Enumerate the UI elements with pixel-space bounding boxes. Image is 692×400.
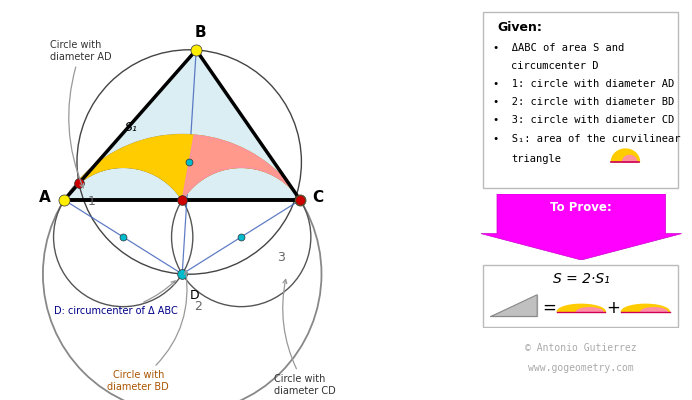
Polygon shape: [557, 304, 606, 312]
Polygon shape: [491, 295, 537, 316]
Text: =: =: [543, 298, 556, 316]
Polygon shape: [621, 304, 670, 312]
Text: •  ΔABC of area S and: • ΔABC of area S and: [493, 42, 624, 52]
Polygon shape: [611, 149, 639, 162]
Text: +: +: [606, 298, 620, 316]
Polygon shape: [576, 308, 603, 312]
Polygon shape: [623, 156, 637, 162]
Text: Circle with
diameter AD: Circle with diameter AD: [51, 40, 112, 188]
Text: 1: 1: [87, 195, 95, 208]
Text: B: B: [194, 25, 206, 40]
Text: To Prove:: To Prove:: [550, 201, 612, 214]
Text: Circle with
diameter CD: Circle with diameter CD: [274, 279, 336, 396]
Text: 2: 2: [194, 300, 202, 313]
Text: D: circumcenter of Δ ABC: D: circumcenter of Δ ABC: [54, 281, 178, 316]
Text: Circle with
diameter BD: Circle with diameter BD: [107, 270, 188, 392]
Text: C: C: [312, 190, 323, 206]
Polygon shape: [78, 135, 300, 200]
FancyBboxPatch shape: [483, 265, 677, 327]
Text: © Antonio Gutierrez: © Antonio Gutierrez: [525, 342, 637, 353]
Text: www.gogeometry.com: www.gogeometry.com: [529, 363, 634, 374]
Polygon shape: [481, 194, 682, 260]
Text: D: D: [190, 289, 199, 302]
Text: •  S₁: area of the curvilinear: • S₁: area of the curvilinear: [493, 134, 680, 144]
Text: A: A: [39, 190, 51, 206]
Text: 3: 3: [277, 251, 285, 264]
Polygon shape: [182, 135, 300, 200]
FancyBboxPatch shape: [483, 12, 677, 188]
Text: •  1: circle with diameter AD: • 1: circle with diameter AD: [493, 79, 674, 89]
Text: •  3: circle with diameter CD: • 3: circle with diameter CD: [493, 115, 674, 125]
Text: S₁: S₁: [125, 120, 138, 134]
Polygon shape: [641, 308, 667, 312]
Polygon shape: [64, 50, 300, 200]
Text: triangle: triangle: [511, 154, 561, 164]
Text: Given:: Given:: [497, 21, 542, 34]
Text: circumcenter D: circumcenter D: [511, 61, 599, 71]
Text: •  2: circle with diameter BD: • 2: circle with diameter BD: [493, 97, 674, 107]
Text: S = 2·S₁: S = 2·S₁: [553, 272, 610, 286]
